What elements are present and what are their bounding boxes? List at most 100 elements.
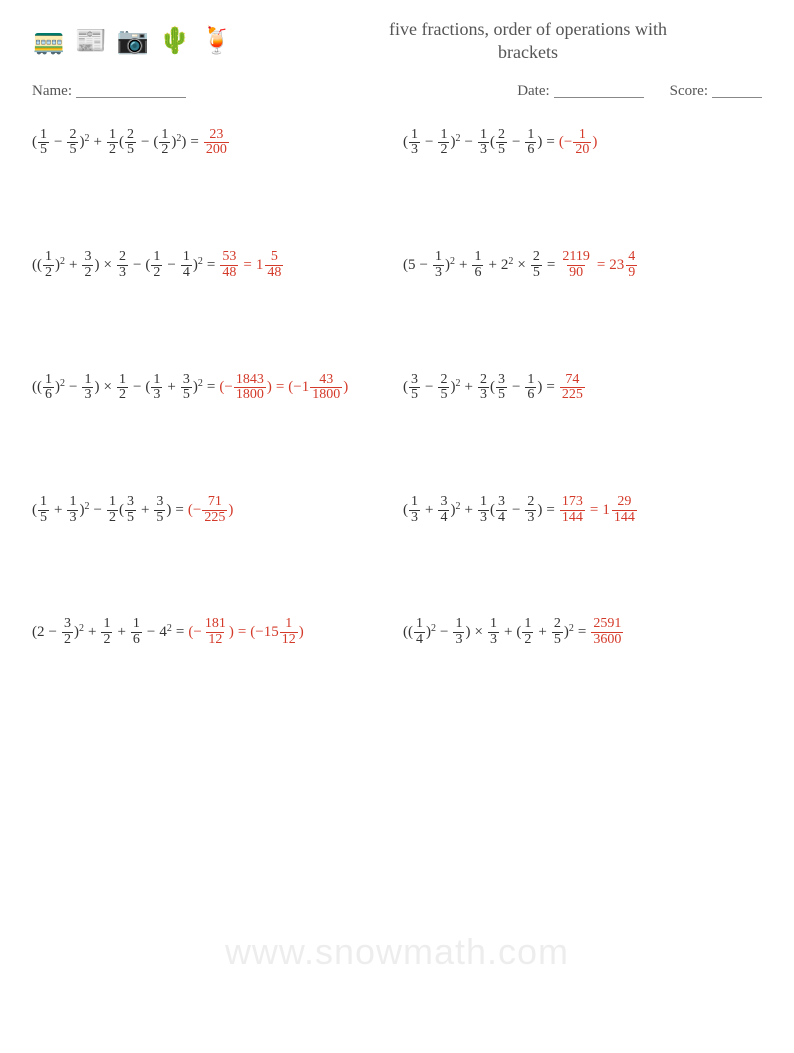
fraction: 211990 xyxy=(560,250,591,280)
operator: = xyxy=(172,624,188,641)
fraction: 18112 xyxy=(203,617,228,647)
fraction: 16 xyxy=(43,373,54,403)
operator: + xyxy=(84,624,100,641)
operator: = xyxy=(593,257,609,274)
operator: − xyxy=(89,502,105,519)
operator: − xyxy=(50,134,66,151)
text-token: ( xyxy=(403,502,408,519)
score-blank[interactable] xyxy=(712,83,762,98)
fraction: 14 xyxy=(181,250,192,280)
operator: + xyxy=(50,502,66,519)
meta-row: Name: Date: Score: xyxy=(32,83,762,100)
operator: − xyxy=(129,257,145,274)
fraction: 15 xyxy=(38,128,49,158)
operator: − xyxy=(163,257,179,274)
operator: − xyxy=(416,257,432,274)
date-label: Date: xyxy=(517,83,549,100)
fraction: 35 xyxy=(409,373,420,403)
name-blank[interactable] xyxy=(76,83,186,98)
fraction: 25 xyxy=(531,250,542,280)
fraction: 23 xyxy=(117,250,128,280)
text-token: ( xyxy=(119,502,124,519)
header-icon-2: 📷 xyxy=(116,24,150,58)
date-blank[interactable] xyxy=(554,83,644,98)
operator: − xyxy=(129,379,145,396)
worksheet-title: five fractions, order of operations with… xyxy=(234,18,762,65)
operator: × xyxy=(99,257,115,274)
fraction: 12 xyxy=(107,495,118,525)
operator: = xyxy=(171,502,187,519)
fraction: 13 xyxy=(82,373,93,403)
exponent: 2 xyxy=(455,133,460,144)
meta-right: Date: Score: xyxy=(517,83,762,100)
operator: = xyxy=(542,379,558,396)
text-token: 4 xyxy=(159,624,167,641)
fraction: 12 xyxy=(159,128,170,158)
operator: + xyxy=(534,624,550,641)
text-token: (− xyxy=(219,379,232,396)
fraction: 13 xyxy=(151,373,162,403)
fraction: 13 xyxy=(67,495,78,525)
fraction: 12 xyxy=(438,128,449,158)
exponent: 2 xyxy=(60,256,65,267)
operator: = xyxy=(239,257,255,274)
operator: − xyxy=(137,134,153,151)
fraction: 15 xyxy=(38,495,49,525)
problems-grid: (15−25)2+12(25−(12)2)=23200(13−12)2−13(2… xyxy=(32,128,762,648)
header: 🚃📰📷🌵🍹 five fractions, order of operation… xyxy=(32,18,762,65)
exponent: 2 xyxy=(450,256,455,267)
text-token: (−15 xyxy=(250,624,278,641)
problem-0: (15−25)2+12(25−(12)2)=23200 xyxy=(32,128,391,158)
exponent: 2 xyxy=(455,501,460,512)
text-token: ( xyxy=(490,379,495,396)
text-token: ) xyxy=(228,502,233,519)
fraction: 13 xyxy=(478,495,489,525)
fraction: 23 xyxy=(525,495,536,525)
operator: = xyxy=(574,624,590,641)
operator: = xyxy=(542,134,558,151)
watermark: www.snowmath.com xyxy=(0,931,794,973)
operator: × xyxy=(470,624,486,641)
fraction: 13 xyxy=(409,128,420,158)
operator: − xyxy=(143,624,159,641)
operator: + xyxy=(455,257,471,274)
operator: × xyxy=(99,379,115,396)
fraction: 14 xyxy=(414,617,425,647)
fraction: 431800 xyxy=(310,373,342,403)
fraction: 13 xyxy=(488,617,499,647)
operator: + xyxy=(460,379,476,396)
text-token: ( xyxy=(403,134,408,151)
exponent: 2 xyxy=(176,133,181,144)
operator: + xyxy=(484,257,500,274)
operator: − xyxy=(508,379,524,396)
operator: + xyxy=(89,134,105,151)
fraction: 74225 xyxy=(560,373,585,403)
operator: − xyxy=(421,134,437,151)
fraction: 112 xyxy=(280,617,298,647)
mixed-number: 129144 xyxy=(602,495,638,525)
text-token: (− xyxy=(559,134,572,151)
fraction: 25913600 xyxy=(591,617,623,647)
text-token: (− xyxy=(188,624,201,641)
operator: + xyxy=(460,502,476,519)
text-token: ( xyxy=(403,379,408,396)
exponent: 2 xyxy=(569,623,574,634)
text-token: ( xyxy=(32,502,37,519)
fraction: 32 xyxy=(82,250,93,280)
text-token: 2 xyxy=(501,257,509,274)
meta-name: Name: xyxy=(32,83,186,100)
fraction: 12 xyxy=(522,617,533,647)
operator: = xyxy=(272,379,288,396)
fraction: 16 xyxy=(131,617,142,647)
fraction: 35 xyxy=(181,373,192,403)
text-token: (− xyxy=(188,502,201,519)
header-icon-0: 🚃 xyxy=(32,24,66,58)
exponent: 2 xyxy=(84,501,89,512)
operator: − xyxy=(45,624,61,641)
problem-6: (15+13)2−12(35+35)=(−71225) xyxy=(32,495,391,525)
fraction: 13 xyxy=(478,128,489,158)
text-token: ( xyxy=(516,624,521,641)
exponent: 2 xyxy=(60,378,65,389)
text-token: ( xyxy=(119,134,124,151)
fraction: 34 xyxy=(496,495,507,525)
